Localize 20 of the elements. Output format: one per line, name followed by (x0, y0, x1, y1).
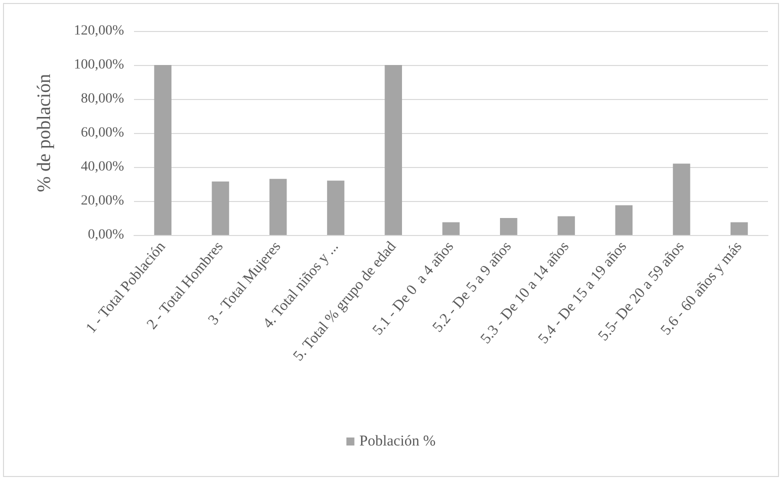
bar (327, 180, 344, 235)
y-tick-label: 100,00% (74, 58, 124, 72)
y-tick-label: 80,00% (80, 92, 124, 106)
bar (384, 65, 402, 235)
y-axis-title: % de población (34, 73, 55, 192)
y-tick-label: 20,00% (80, 194, 124, 208)
y-tick-label: 40,00% (80, 160, 124, 174)
y-tick-label: 60,00% (80, 126, 124, 140)
bar (615, 205, 633, 235)
bar (269, 178, 287, 235)
bar (730, 222, 748, 235)
y-tick-label: 120,00% (74, 24, 124, 38)
y-tick-label: 0,00% (88, 228, 124, 242)
bar (154, 65, 172, 235)
bar (672, 164, 690, 235)
bar (212, 181, 230, 235)
bar (442, 222, 460, 235)
bar (558, 216, 575, 235)
bar (500, 218, 518, 235)
legend-label: Población % (359, 434, 436, 450)
